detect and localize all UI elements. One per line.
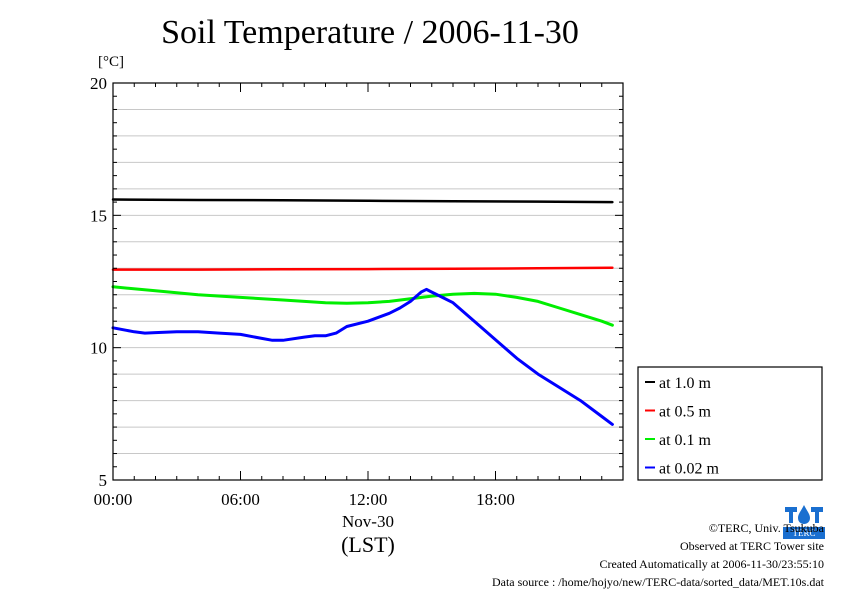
series-layer bbox=[111, 198, 614, 426]
credit-source: Data source : /home/hojyo/new/TERC-data/… bbox=[491, 575, 824, 589]
series-line-0 bbox=[111, 198, 614, 204]
x-axis-timezone-label: (LST) bbox=[341, 532, 395, 557]
legend-label: at 0.5 m bbox=[659, 404, 712, 421]
y-tick-label: 5 bbox=[99, 471, 108, 490]
chart-title: Soil Temperature / 2006-11-30 bbox=[161, 14, 579, 51]
y-tick-label: 15 bbox=[90, 206, 107, 225]
plot-frame bbox=[112, 82, 624, 481]
y-axis-unit: [°C] bbox=[98, 54, 124, 70]
legend-label: at 0.1 m bbox=[659, 432, 712, 449]
terc-logo-icon: TERC bbox=[783, 503, 825, 539]
series-line-3 bbox=[111, 287, 614, 426]
x-tick-label: 18:00 bbox=[476, 490, 515, 509]
x-tick-label: 12:00 bbox=[349, 490, 388, 509]
y-tick-label: 20 bbox=[90, 74, 107, 93]
legend-label: at 1.0 m bbox=[659, 375, 712, 392]
credit-copyright: ©TERC, Univ. Tsukuba bbox=[708, 521, 824, 535]
credit-site: Observed at TERC Tower site bbox=[679, 539, 824, 553]
credit-created: Created Automatically at 2006-11-30/23:5… bbox=[599, 557, 824, 571]
y-tick-label: 10 bbox=[90, 339, 107, 358]
grid-lines bbox=[113, 108, 623, 455]
x-tick-label: 06:00 bbox=[221, 490, 260, 509]
legend-box bbox=[637, 366, 823, 481]
legend: at 1.0 m at 0.5 m at 0.1 m at 0.02 m bbox=[637, 366, 823, 481]
x-tick-label: 00:00 bbox=[94, 490, 133, 509]
series-line-1 bbox=[111, 266, 614, 271]
axis-ticks: 5 10 15 20 00:00 06:00 12:00 18:00 bbox=[90, 74, 624, 509]
legend-label: at 0.02 m bbox=[659, 461, 720, 478]
x-axis-date-label: Nov-30 bbox=[342, 512, 394, 531]
series-line-2 bbox=[111, 285, 614, 327]
svg-text:TERC: TERC bbox=[792, 528, 815, 538]
